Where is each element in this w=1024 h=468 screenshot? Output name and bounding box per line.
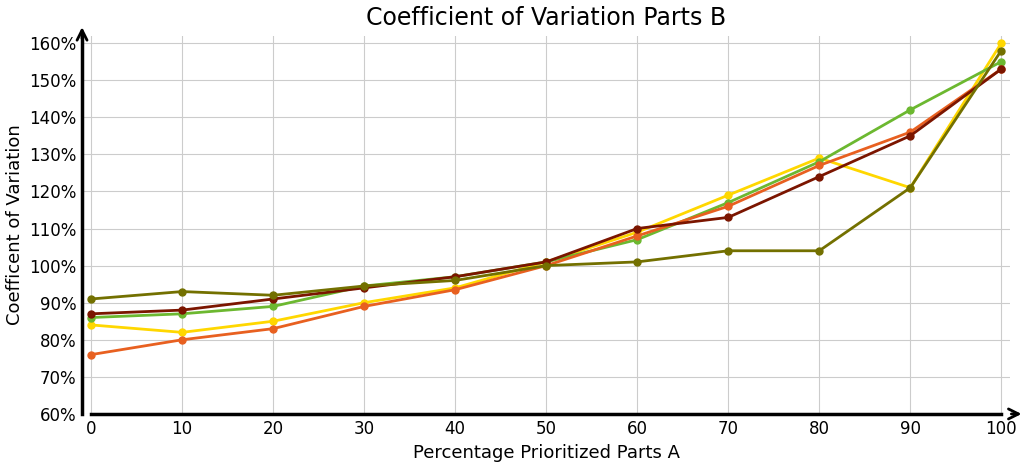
X-axis label: Percentage Prioritized Parts A: Percentage Prioritized Parts A (413, 445, 680, 462)
Title: Coefficient of Variation Parts B: Coefficient of Variation Parts B (367, 6, 726, 29)
Y-axis label: Coefficent of Variation: Coefficent of Variation (5, 124, 24, 325)
